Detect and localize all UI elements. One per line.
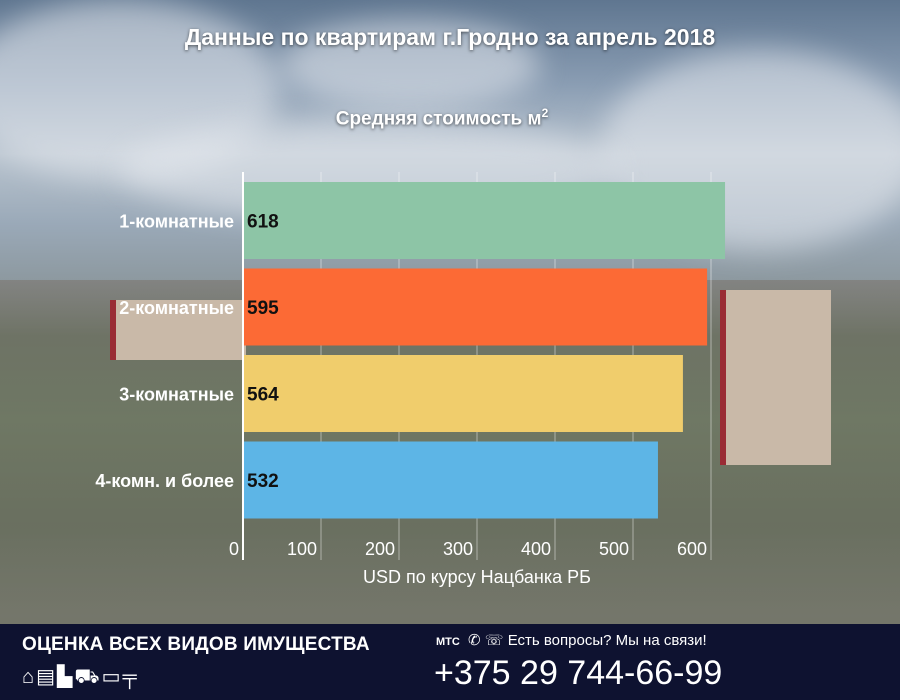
bar-value-label: 618 — [247, 212, 279, 233]
x-tick-label: 100 — [287, 539, 317, 559]
cloud — [280, 20, 540, 110]
category-label: 3-комнатные — [119, 385, 234, 405]
category-label: 4-комн. и более — [95, 471, 234, 491]
factory-icon: ▙ — [57, 666, 75, 688]
phone-number[interactable]: +375 29 744-66-99 — [434, 654, 723, 692]
banner-title: ОЦЕНКА ВСЕХ ВИДОВ ИМУЩЕСТВА — [22, 634, 370, 655]
subtitle-superscript: 2 — [541, 106, 549, 120]
property-icons: ⌂▤▙⛟▭╤ — [22, 664, 139, 691]
category-label: 1-комнатные — [119, 212, 234, 232]
x-tick-label: 300 — [443, 539, 473, 559]
subtitle-text: Средняя стоимость м — [335, 108, 542, 130]
category-label: 2-комнатные — [119, 298, 234, 318]
bar-value-label: 532 — [247, 471, 279, 492]
page-title: Данные по квартирам г.Гродно за апрель 2… — [184, 24, 716, 50]
building — [110, 300, 246, 360]
whatsapp-icon: ✆ — [468, 632, 481, 649]
bar-4 — [243, 441, 658, 519]
bar-1 — [243, 182, 726, 259]
x-tick-label: 500 — [599, 539, 629, 559]
mts-operator-label: МТС — [436, 636, 460, 648]
garage-icon: ▤ — [36, 666, 57, 688]
contact-line: МТС ✆ ☏ Есть вопросы? Мы на связи! — [436, 631, 707, 649]
truck-icon: ⛟ — [74, 666, 102, 688]
contact-question: Есть вопросы? Мы на связи! — [507, 632, 707, 649]
bar-2 — [243, 268, 708, 346]
bar-3 — [243, 355, 683, 432]
x-tick-label: 200 — [365, 539, 395, 559]
x-tick-label: 400 — [521, 539, 551, 559]
drill-icon: ╤ — [122, 666, 139, 688]
bar-value-label: 595 — [247, 298, 279, 319]
chart-subtitle: Средняя стоимость м2 — [0, 106, 884, 130]
x-tick-label: 0 — [229, 539, 239, 559]
x-tick-label: 600 — [677, 539, 707, 559]
house-icon: ⌂ — [22, 666, 37, 688]
contact-banner: ОЦЕНКА ВСЕХ ВИДОВ ИМУЩЕСТВА ⌂▤▙⛟▭╤ МТС ✆… — [0, 624, 900, 700]
computer-icon: ▭ — [101, 666, 123, 688]
bar-chart: 0 100 200 300 400 500 600 618 1-комнатные 595 2-ко… — [95, 182, 726, 587]
bar-value-label: 564 — [247, 385, 279, 406]
x-axis-label: USD по курсу Нацбанка РБ — [363, 567, 591, 587]
building — [720, 290, 831, 465]
viber-icon: ☏ — [484, 632, 504, 649]
